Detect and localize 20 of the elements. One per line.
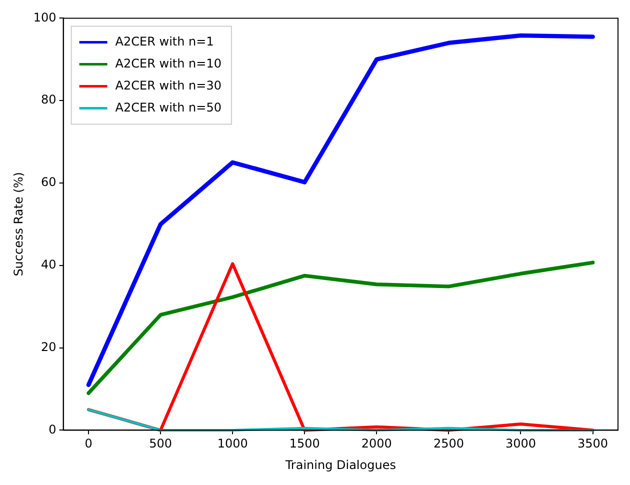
legend-label: A2CER with n=30 bbox=[115, 78, 222, 92]
x-axis-title: Training Dialogues bbox=[284, 458, 396, 472]
x-tick-label: 1500 bbox=[289, 436, 320, 451]
legend-label: A2CER with n=1 bbox=[115, 34, 214, 48]
y-axis-title: Success Rate (%) bbox=[11, 172, 26, 276]
x-tick-label: 2000 bbox=[361, 436, 392, 451]
legend-label: A2CER with n=50 bbox=[115, 100, 222, 114]
y-tick-label: 40 bbox=[41, 258, 56, 272]
y-tick-label: 60 bbox=[41, 175, 56, 190]
y-tick-label: 100 bbox=[33, 10, 56, 24]
x-tick-label: 1000 bbox=[217, 436, 248, 451]
x-tick-label: 2500 bbox=[433, 436, 464, 451]
y-tick-label: 80 bbox=[41, 92, 56, 107]
x-tick-label: 3500 bbox=[578, 436, 608, 451]
y-tick-label: 20 bbox=[41, 340, 56, 354]
legend-label: A2CER with n=10 bbox=[115, 56, 222, 70]
x-tick-label: 0 bbox=[84, 436, 92, 451]
x-tick-label: 500 bbox=[149, 436, 172, 451]
y-tick-label: 0 bbox=[48, 422, 56, 436]
x-tick-label: 3000 bbox=[505, 436, 536, 451]
